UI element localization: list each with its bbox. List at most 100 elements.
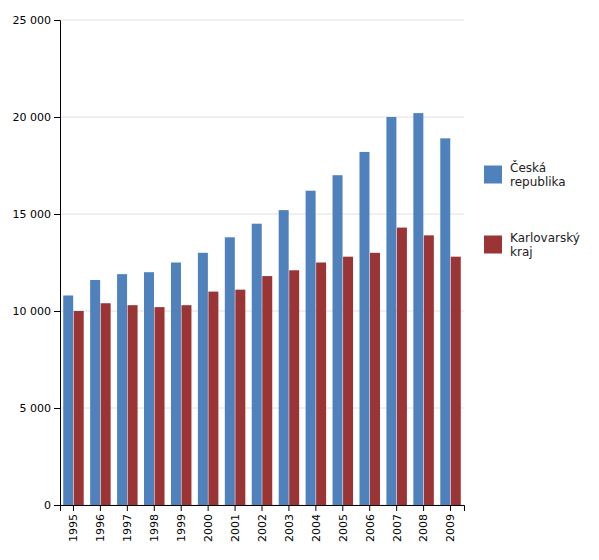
x-tick: 2006 [364, 505, 377, 542]
x-tick-mark [181, 505, 182, 511]
x-tick: 2007 [391, 505, 404, 542]
grid-line [60, 117, 464, 118]
bar [316, 263, 326, 506]
x-tick: 1999 [175, 505, 188, 542]
y-tick-mark [54, 214, 60, 215]
bar-series [63, 113, 450, 505]
x-tick-label: 2007 [391, 514, 404, 542]
x-tick-label: 2002 [256, 514, 269, 542]
y-tick-mark [54, 408, 60, 409]
bar [451, 257, 461, 505]
y-tick-mark [54, 311, 60, 312]
bar [279, 210, 289, 505]
x-tick: 1997 [121, 505, 134, 542]
x-tick-mark [73, 505, 74, 511]
y-tick-label: 0 [44, 499, 51, 512]
bar [155, 307, 165, 505]
bar [386, 117, 396, 505]
bar [424, 235, 434, 505]
x-tick-label: 2006 [364, 514, 377, 542]
bar [144, 272, 154, 505]
x-tick-mark [342, 505, 343, 511]
grid-line [60, 20, 464, 21]
x-tick-label: 1998 [148, 514, 161, 542]
x-tick: 2001 [229, 505, 242, 542]
x-tick: 2003 [283, 505, 296, 542]
grid-line [60, 214, 464, 215]
y-tick-label: 25 000 [13, 14, 52, 27]
x-tick-label: 1995 [67, 514, 80, 542]
x-tick: 1996 [94, 505, 107, 542]
y-tick-mark [54, 117, 60, 118]
x-tick: 2008 [417, 505, 430, 542]
bar [208, 292, 218, 505]
bar [101, 303, 111, 505]
y-tick-label: 5 000 [20, 402, 52, 415]
x-tick-label: 2004 [310, 514, 323, 542]
chart: 05 00010 00015 00020 00025 0001995199619… [0, 0, 599, 560]
y-tick: 25 000 [13, 14, 61, 27]
bar [181, 305, 191, 505]
y-axis: 05 00010 00015 00020 00025 000 [13, 14, 61, 512]
x-tick-label: 1996 [94, 514, 107, 542]
x-tick-label: 2001 [229, 514, 242, 542]
x-tick: 2005 [337, 505, 350, 542]
legend-item: Karlovarskýkraj [484, 231, 580, 259]
x-tick-label: 2005 [337, 514, 350, 542]
y-tick: 5 000 [20, 402, 61, 415]
bar [262, 276, 272, 505]
x-tick-label: 2003 [283, 514, 296, 542]
bar [74, 311, 84, 505]
x-tick-label: 1999 [175, 514, 188, 542]
bar [440, 138, 450, 505]
grid [60, 20, 464, 505]
x-tick-label: 2009 [444, 514, 457, 542]
bar [289, 270, 299, 505]
bar [413, 113, 423, 505]
bar [225, 237, 235, 505]
y-tick-label: 10 000 [13, 305, 52, 318]
bar [90, 280, 100, 505]
x-tick-mark [288, 505, 289, 511]
x-tick-label: 2000 [202, 514, 215, 542]
x-axis-line [61, 506, 465, 512]
bar [117, 274, 127, 505]
x-tick-mark [450, 505, 451, 511]
legend-label: Českárepublika [510, 160, 566, 189]
x-axis: 1995 1996 1997 1998 1999 2000 2001 2002 2003 2004… [61, 505, 465, 542]
y-tick-label: 15 000 [13, 208, 52, 221]
bar [397, 228, 407, 505]
x-tick-mark [235, 505, 236, 511]
bar [333, 175, 343, 505]
x-tick-label: 2008 [417, 514, 430, 542]
x-tick-mark [262, 505, 263, 511]
bar [306, 191, 316, 505]
legend-swatch [484, 166, 502, 184]
x-tick-mark [369, 505, 370, 511]
bar [198, 253, 208, 505]
bar [370, 253, 380, 505]
y-tick: 0 [44, 499, 60, 512]
x-tick-mark [423, 505, 424, 511]
bar [128, 305, 138, 505]
bars [63, 113, 461, 505]
y-tick-mark [54, 505, 60, 506]
x-tick: 2000 [202, 505, 215, 542]
legend-item: Českárepublika [484, 160, 566, 189]
x-tick-mark [154, 505, 155, 511]
y-tick-mark [54, 20, 60, 21]
legend-label: Karlovarskýkraj [510, 231, 580, 259]
y-tick: 10 000 [13, 305, 61, 318]
legend-swatch [484, 236, 502, 254]
bar [63, 295, 73, 505]
y-tick: 15 000 [13, 208, 61, 221]
x-tick-mark [208, 505, 209, 511]
x-tick: 2002 [256, 505, 269, 542]
bar [171, 263, 181, 506]
x-tick: 1995 [67, 505, 80, 542]
x-tick-mark [127, 505, 128, 511]
x-tick: 2004 [310, 505, 323, 542]
x-tick-mark [315, 505, 316, 511]
bar-series [74, 228, 461, 505]
x-tick-mark [100, 505, 101, 511]
